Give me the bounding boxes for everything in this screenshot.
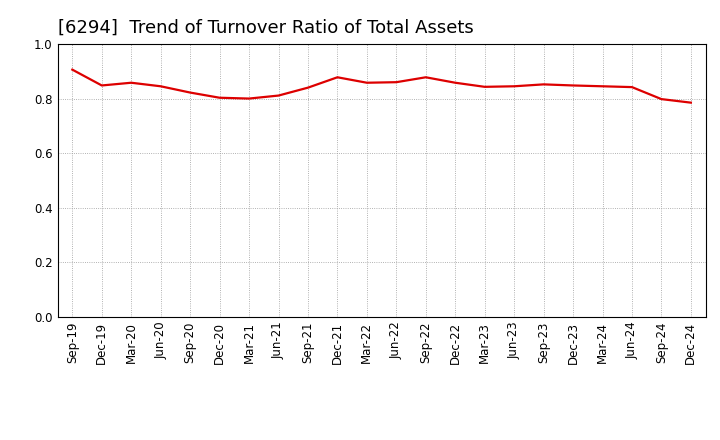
Text: [6294]  Trend of Turnover Ratio of Total Assets: [6294] Trend of Turnover Ratio of Total … (58, 19, 473, 37)
